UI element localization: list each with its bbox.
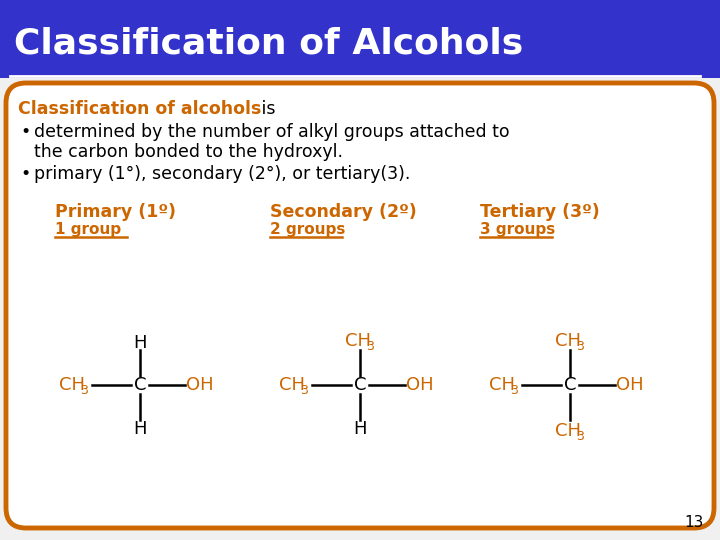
Text: H: H: [354, 420, 366, 438]
Text: the carbon bonded to the hydroxyl.: the carbon bonded to the hydroxyl.: [34, 143, 343, 161]
Text: Secondary (2º): Secondary (2º): [270, 203, 417, 221]
Text: CH: CH: [279, 376, 305, 394]
Text: 3: 3: [576, 340, 584, 353]
Text: 2 groups: 2 groups: [270, 222, 346, 237]
FancyBboxPatch shape: [6, 83, 714, 528]
Text: 3: 3: [510, 383, 518, 396]
Text: OH: OH: [616, 376, 644, 394]
Text: determined by the number of alkyl groups attached to: determined by the number of alkyl groups…: [34, 123, 510, 141]
Text: 3: 3: [366, 340, 374, 353]
Text: •: •: [20, 123, 30, 141]
Text: 3: 3: [300, 383, 308, 396]
Text: Classification of Alcohols: Classification of Alcohols: [14, 27, 523, 61]
Text: CH: CH: [345, 332, 371, 350]
Text: 3: 3: [576, 429, 584, 442]
Text: 3: 3: [80, 383, 88, 396]
Text: Classification of alcohols: Classification of alcohols: [18, 100, 261, 118]
Text: CH: CH: [555, 422, 581, 440]
Text: Primary (1º): Primary (1º): [55, 203, 176, 221]
Text: CH: CH: [489, 376, 515, 394]
Text: OH: OH: [186, 376, 214, 394]
Text: H: H: [133, 420, 147, 438]
Text: C: C: [354, 376, 366, 394]
Text: Tertiary (3º): Tertiary (3º): [480, 203, 600, 221]
Text: 1 group: 1 group: [55, 222, 121, 237]
Text: primary (1°), secondary (2°), or tertiary(3).: primary (1°), secondary (2°), or tertiar…: [34, 165, 410, 183]
Text: C: C: [564, 376, 576, 394]
Text: OH: OH: [406, 376, 434, 394]
Text: 3 groups: 3 groups: [480, 222, 555, 237]
Text: C: C: [134, 376, 146, 394]
Text: •: •: [20, 165, 30, 183]
Text: H: H: [133, 334, 147, 352]
Text: is: is: [256, 100, 276, 118]
Text: CH: CH: [59, 376, 85, 394]
Text: 13: 13: [685, 515, 704, 530]
FancyBboxPatch shape: [0, 0, 720, 78]
Text: CH: CH: [555, 332, 581, 350]
